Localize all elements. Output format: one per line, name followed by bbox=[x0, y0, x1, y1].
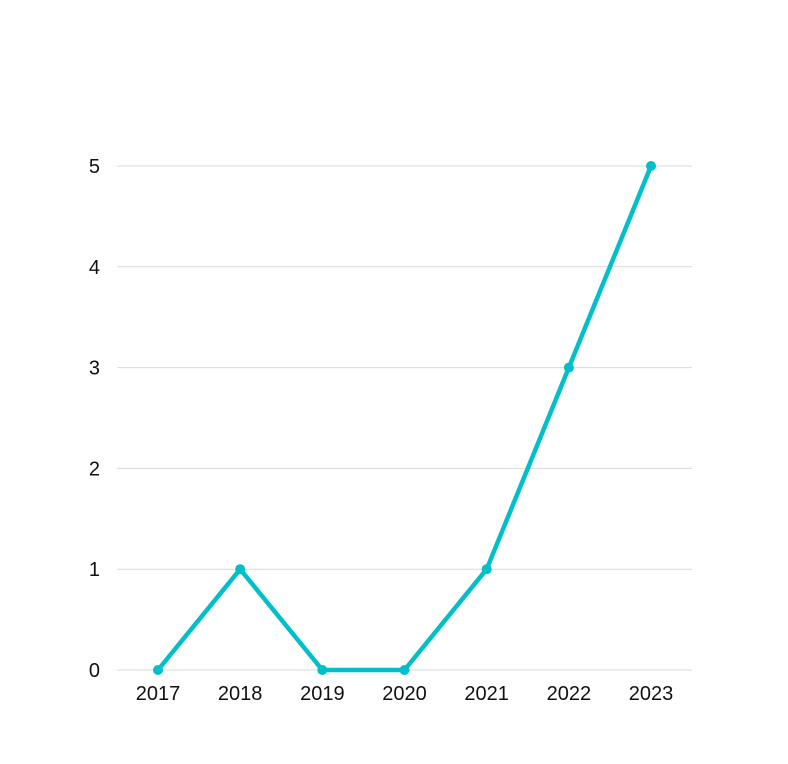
data-point bbox=[563, 362, 574, 373]
data-point bbox=[399, 665, 410, 675]
y-tick-label: 1 bbox=[89, 559, 100, 581]
data-point bbox=[646, 161, 656, 171]
y-tick-label: 3 bbox=[89, 358, 100, 380]
y-tick-label: 2 bbox=[89, 458, 100, 480]
x-tick-label: 2021 bbox=[464, 683, 509, 705]
series-layer bbox=[153, 161, 656, 675]
y-tick-label: 5 bbox=[89, 156, 100, 178]
x-tick-label: 2017 bbox=[136, 683, 181, 705]
x-tick-label: 2020 bbox=[382, 683, 427, 705]
y-axis-ticks: 0 1 2 3 4 5 bbox=[89, 156, 100, 682]
x-tick-label: 2019 bbox=[300, 683, 345, 705]
x-tick-label: 2018 bbox=[218, 683, 263, 705]
x-axis-ticks: 2017 2018 2019 2020 2021 2022 2023 bbox=[136, 683, 674, 705]
data-point bbox=[153, 665, 163, 675]
data-point bbox=[317, 665, 328, 675]
x-tick-label: 2023 bbox=[629, 683, 674, 705]
y-tick-label: 4 bbox=[89, 257, 100, 279]
data-point bbox=[481, 564, 492, 575]
x-tick-label: 2022 bbox=[547, 683, 592, 705]
y-tick-label: 0 bbox=[89, 660, 100, 682]
gridlines bbox=[117, 165, 692, 671]
data-point bbox=[235, 564, 246, 575]
series-line bbox=[155, 163, 654, 673]
